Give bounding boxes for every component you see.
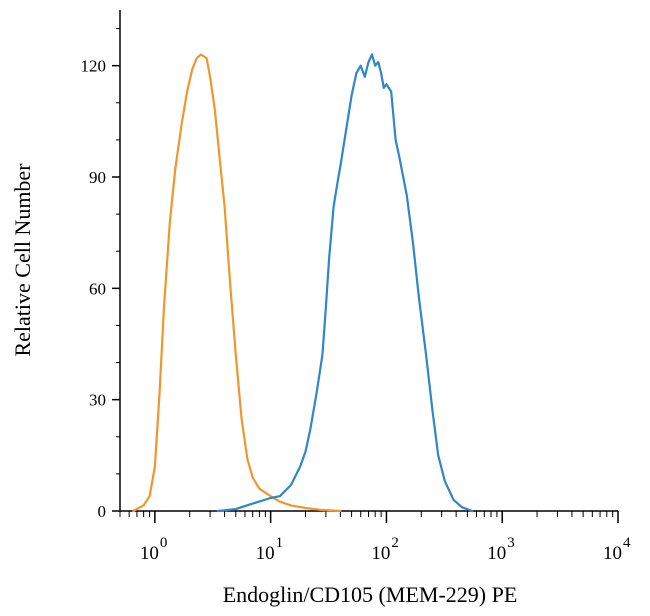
y-axis-title: Relative Cell Number xyxy=(10,163,35,357)
x-tick-label: 10 1 xyxy=(256,535,284,564)
y-tick-label: 60 xyxy=(89,279,106,298)
x-tick-label-exponent: 4 xyxy=(623,535,631,551)
y-tick-label: 90 xyxy=(89,168,106,187)
x-tick-label-base: 10 xyxy=(603,543,622,564)
axes xyxy=(112,10,619,523)
y-tick-label: 30 xyxy=(89,391,106,410)
x-tick-label-base: 10 xyxy=(487,543,506,564)
y-tick-label: 120 xyxy=(81,57,107,76)
y-tick-label: 0 xyxy=(98,502,107,521)
x-tick-label-base: 10 xyxy=(140,543,159,564)
x-axis-title: Endoglin/CD105 (MEM-229) PE xyxy=(223,582,518,607)
x-tick-label: 10 3 xyxy=(487,535,514,564)
x-tick-label-exponent: 3 xyxy=(507,535,514,551)
x-tick-label: 10 2 xyxy=(371,535,399,564)
x-tick-label-exponent: 0 xyxy=(160,535,168,551)
series-layer xyxy=(132,53,474,513)
x-tick-label-exponent: 1 xyxy=(276,535,284,551)
series-line-2 xyxy=(216,53,474,513)
x-tick-label: 10 0 xyxy=(140,535,168,564)
x-tick-label-base: 10 xyxy=(371,543,390,564)
x-tick-label: 10 4 xyxy=(603,535,631,564)
x-tick-label-base: 10 xyxy=(256,543,275,564)
x-tick-labels: 10 0 10 1 10 2 10 3 10 4 xyxy=(140,535,631,564)
y-tick-labels: 0 30 60 90 120 xyxy=(81,57,107,521)
x-tick-label-exponent: 2 xyxy=(391,535,399,551)
